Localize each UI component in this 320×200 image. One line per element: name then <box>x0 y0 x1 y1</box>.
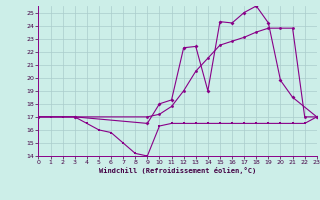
X-axis label: Windchill (Refroidissement éolien,°C): Windchill (Refroidissement éolien,°C) <box>99 167 256 174</box>
